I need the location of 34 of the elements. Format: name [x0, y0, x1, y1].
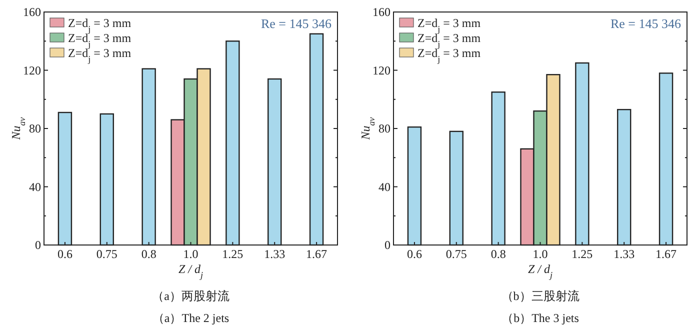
x-tick-label: 1.33	[264, 247, 286, 261]
x-tick-label: 0.75	[446, 247, 467, 261]
x-tick-label: 0.6	[406, 247, 422, 261]
x-tick-label: 0.6	[57, 247, 72, 261]
y-tick-label: 80	[378, 122, 390, 136]
y-tick-label: 80	[29, 122, 41, 136]
text: （b）The 3 jets	[502, 311, 580, 325]
x-tick-label: 1.33	[614, 247, 635, 261]
text: （b）三股射流	[501, 289, 580, 303]
y-tick-label: 40	[29, 180, 41, 194]
x-tick-label: 1.0	[532, 247, 548, 261]
y-tick-label: 160	[23, 5, 41, 19]
x-tick-label: 1.67	[656, 247, 677, 261]
annotation: Re = 145 346	[260, 16, 332, 31]
x-tick-label: 0.75	[96, 247, 118, 261]
x-axis-title: Z / d$_{j}$	[178, 262, 204, 280]
x-tick-label: 1.67	[306, 247, 328, 261]
x-tick-label: 0.8	[141, 247, 156, 261]
y-tick-label: 160	[372, 5, 390, 19]
x-tick-label: 1.25	[222, 247, 244, 261]
legend-label: Z=d$_{j}$ = 3 mm	[418, 16, 482, 34]
annotation: Re = 145 346	[610, 16, 682, 31]
y-tick-label: 0	[35, 238, 41, 252]
y-tick-label: 40	[378, 180, 390, 194]
x-axis-title: Z / d$_{j}$	[528, 262, 553, 280]
y-tick-label: 120	[372, 63, 390, 78]
y-tick-label: 0	[384, 238, 390, 252]
x-tick-label: 0.8	[490, 247, 506, 261]
text: （a）两股射流	[152, 289, 230, 303]
x-tick-label: 1.25	[572, 247, 593, 261]
text: （a）The 2 jets	[152, 311, 230, 325]
legend-label: Z=d$_{j}$ = 3 mm	[68, 16, 132, 34]
y-tick-label: 120	[23, 63, 41, 78]
x-tick-label: 1.0	[183, 247, 198, 261]
